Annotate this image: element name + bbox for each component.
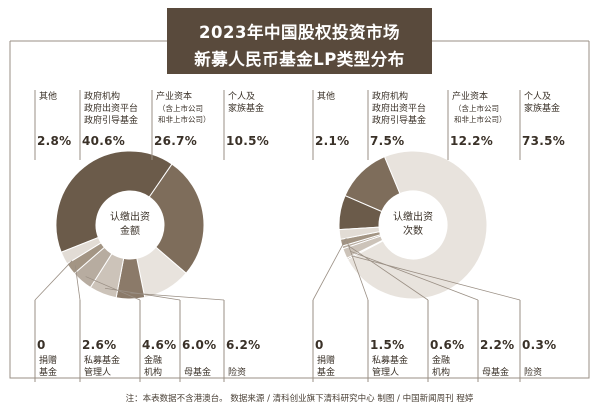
value-label: 73.5% [522, 134, 566, 148]
value-label: 26.7% [154, 134, 198, 148]
category-label: 金融 机构 [144, 356, 163, 378]
connector-line [350, 250, 479, 301]
value-label: 40.6% [82, 134, 126, 148]
connector-line [352, 255, 521, 301]
center-label-1: 认缴出资 金额 [90, 211, 170, 239]
chart-title-line-1: 2023年中国股权投资市场 [199, 23, 400, 42]
connector-line [85, 276, 141, 301]
value-label: 0.6% [430, 338, 465, 352]
value-label: 12.2% [450, 134, 494, 148]
value-label: 2.8% [37, 134, 72, 148]
value-label: 10.5% [226, 134, 270, 148]
category-label: 捐赠 基金 [317, 356, 336, 378]
donut-hole-2 [380, 192, 446, 258]
value-label: 2.1% [315, 134, 350, 148]
slice-1-2 [148, 163, 205, 274]
connector-line [34, 260, 73, 301]
category-label: 政府机构 政府出资平台 政府引导基金 [372, 92, 427, 126]
category-sublabel: （含上市公司 和非上市公司） [158, 104, 211, 124]
slice-1-1 [55, 150, 173, 253]
frame-border [9, 40, 590, 379]
title-box: 2023年中国股权投资市场 新募人民币基金LP类型分布 [167, 8, 432, 74]
value-label: 2.2% [480, 338, 515, 352]
value-label: 6.0% [182, 338, 217, 352]
slice-2-3 [346, 150, 488, 300]
category-label: 产业资本 [156, 92, 193, 102]
center-label-line: 认缴出资 [110, 212, 150, 223]
category-label: 母基金 [482, 368, 510, 378]
value-label: 1.5% [370, 338, 405, 352]
donut-2 [312, 90, 521, 382]
category-label: 险资 [228, 368, 247, 378]
value-label: 2.6% [82, 338, 117, 352]
category-sublabel: （含上市公司 和非上市公司） [454, 104, 507, 124]
chart-title-line-2: 新募人民币基金LP类型分布 [194, 50, 405, 69]
center-label-line: 次数 [403, 226, 423, 237]
category-label: 金融 机构 [432, 356, 451, 378]
value-label: 0.3% [522, 338, 557, 352]
category-label: 产业资本 [452, 92, 489, 102]
footnote: 注：本表数据不含港澳台。 数据来源 / 清科创业旗下清科研究中心 制图 / 中国… [125, 394, 474, 404]
value-label: 0 [37, 338, 46, 352]
value-label: 4.6% [142, 338, 177, 352]
donut-1 [34, 90, 225, 382]
connector-line [74, 265, 81, 301]
category-label: 私募基金 管理人 [372, 356, 409, 378]
category-label: 个人及 家族基金 [228, 92, 265, 114]
connector-line [312, 237, 347, 301]
category-label: 险资 [524, 368, 543, 378]
center-label-2: 认缴出资 次数 [373, 211, 453, 239]
value-label: 6.2% [226, 338, 261, 352]
category-label: 其他 [317, 92, 336, 102]
category-label: 政府机构 政府出资平台 政府引导基金 [84, 92, 139, 126]
connector-line [347, 245, 429, 301]
category-label: 其他 [39, 92, 58, 102]
slice-2-0 [338, 226, 381, 240]
category-label: 私募基金 管理人 [84, 356, 121, 378]
category-label: 母基金 [184, 368, 212, 378]
donut-hole-1 [97, 192, 163, 258]
value-label: 7.5% [370, 134, 405, 148]
center-label-line: 认缴出资 [393, 212, 433, 223]
connector-line [130, 292, 225, 301]
category-label: 个人及 家族基金 [524, 92, 561, 114]
slice-1-0 [60, 236, 102, 265]
category-label: 捐赠 基金 [39, 356, 58, 378]
value-label: 0 [315, 338, 324, 352]
center-label-line: 金额 [120, 226, 140, 237]
